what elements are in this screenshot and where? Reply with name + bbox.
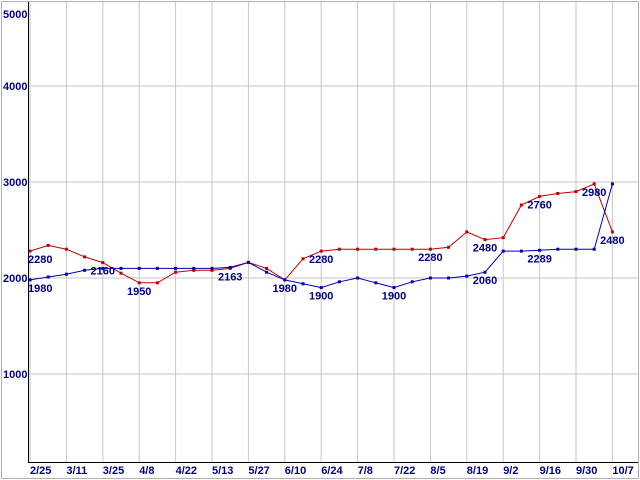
svg-text:9/16: 9/16 — [540, 465, 561, 477]
svg-text:9/2: 9/2 — [503, 465, 518, 477]
svg-text:1950: 1950 — [127, 286, 151, 298]
svg-text:1980: 1980 — [28, 283, 52, 295]
svg-text:2480: 2480 — [473, 243, 497, 255]
svg-text:2760: 2760 — [527, 199, 551, 211]
svg-text:3000: 3000 — [3, 177, 27, 189]
svg-text:3/25: 3/25 — [103, 465, 124, 477]
svg-text:4/22: 4/22 — [176, 465, 197, 477]
svg-text:2/25: 2/25 — [30, 465, 51, 477]
svg-text:2160: 2160 — [91, 266, 115, 278]
y-axis-labels: 1000 2000 3000 4000 5000 — [3, 9, 27, 381]
svg-text:3/11: 3/11 — [66, 465, 87, 477]
svg-text:2000: 2000 — [3, 273, 27, 285]
vertical-gridlines — [29, 2, 613, 462]
svg-text:2980: 2980 — [582, 187, 606, 199]
svg-text:5000: 5000 — [3, 9, 27, 21]
svg-text:5/13: 5/13 — [212, 465, 233, 477]
svg-text:8/19: 8/19 — [467, 465, 488, 477]
svg-text:2280: 2280 — [28, 254, 52, 266]
svg-text:8/5: 8/5 — [430, 465, 445, 477]
svg-text:2280: 2280 — [309, 254, 333, 266]
svg-text:4000: 4000 — [3, 81, 27, 93]
lower-series-blue — [28, 182, 614, 290]
point-value-labels: 2280 1980 2160 1950 2163 1980 2280 1900 1900 2280… — [28, 187, 625, 303]
svg-text:9/30: 9/30 — [576, 465, 597, 477]
horizontal-gridlines — [28, 85, 638, 375]
svg-text:1000: 1000 — [3, 369, 27, 381]
svg-text:7/8: 7/8 — [358, 465, 373, 477]
svg-text:10/7: 10/7 — [612, 465, 633, 477]
svg-text:6/24: 6/24 — [321, 465, 343, 477]
svg-text:2280: 2280 — [418, 252, 442, 264]
svg-text:2480: 2480 — [600, 235, 624, 247]
x-axis-labels: 2/25 3/11 3/25 4/8 4/22 5/13 5/27 6/10 6/24 7/8 7/… — [30, 465, 634, 477]
svg-text:5/27: 5/27 — [248, 465, 269, 477]
svg-text:1900: 1900 — [382, 291, 406, 303]
svg-text:2163: 2163 — [218, 271, 242, 283]
svg-text:1900: 1900 — [309, 291, 333, 303]
svg-text:1980: 1980 — [273, 283, 297, 295]
svg-text:2060: 2060 — [473, 275, 497, 287]
svg-text:2289: 2289 — [527, 253, 551, 265]
svg-text:7/22: 7/22 — [394, 465, 415, 477]
svg-text:6/10: 6/10 — [285, 465, 306, 477]
svg-text:4/8: 4/8 — [139, 465, 154, 477]
